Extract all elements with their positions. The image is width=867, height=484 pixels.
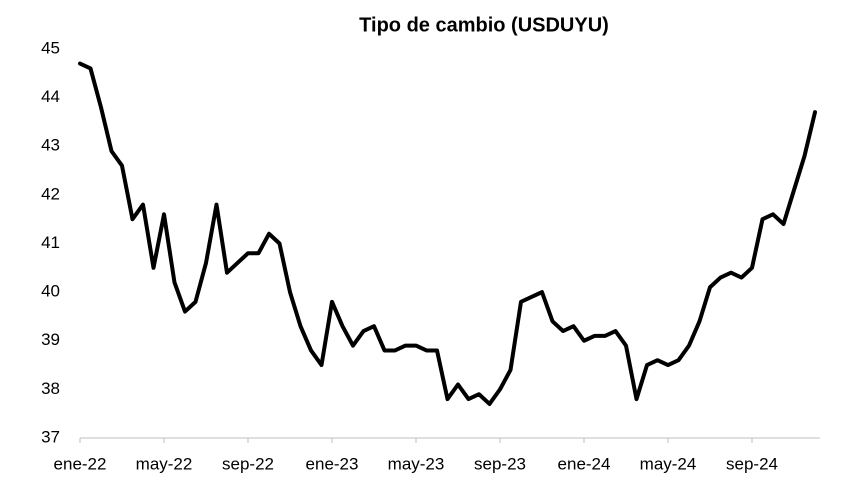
x-tick-label: sep-23 — [474, 454, 526, 473]
y-tick-label: 37 — [41, 427, 60, 446]
x-tick-label: ene-23 — [306, 454, 359, 473]
x-tick-label: may-24 — [640, 454, 697, 473]
x-tick-label: may-23 — [388, 454, 445, 473]
x-tick-label: may-22 — [136, 454, 193, 473]
line-series — [78, 61, 817, 406]
y-tick-label: 42 — [41, 184, 60, 203]
y-tick-label: 39 — [41, 330, 60, 349]
x-tick-label: sep-24 — [726, 454, 778, 473]
y-tick-label: 40 — [41, 282, 60, 301]
chart-title: Tipo de cambio (USDUYU) — [359, 14, 609, 36]
x-tick-label: ene-24 — [558, 454, 611, 473]
y-tick-label: 43 — [41, 136, 60, 155]
y-tick-label: 38 — [41, 379, 60, 398]
x-tick-label: ene-22 — [54, 454, 107, 473]
x-tick-label: sep-22 — [222, 454, 274, 473]
y-tick-label: 44 — [41, 87, 60, 106]
y-tick-label: 45 — [41, 38, 60, 57]
y-tick-label: 41 — [41, 233, 60, 252]
